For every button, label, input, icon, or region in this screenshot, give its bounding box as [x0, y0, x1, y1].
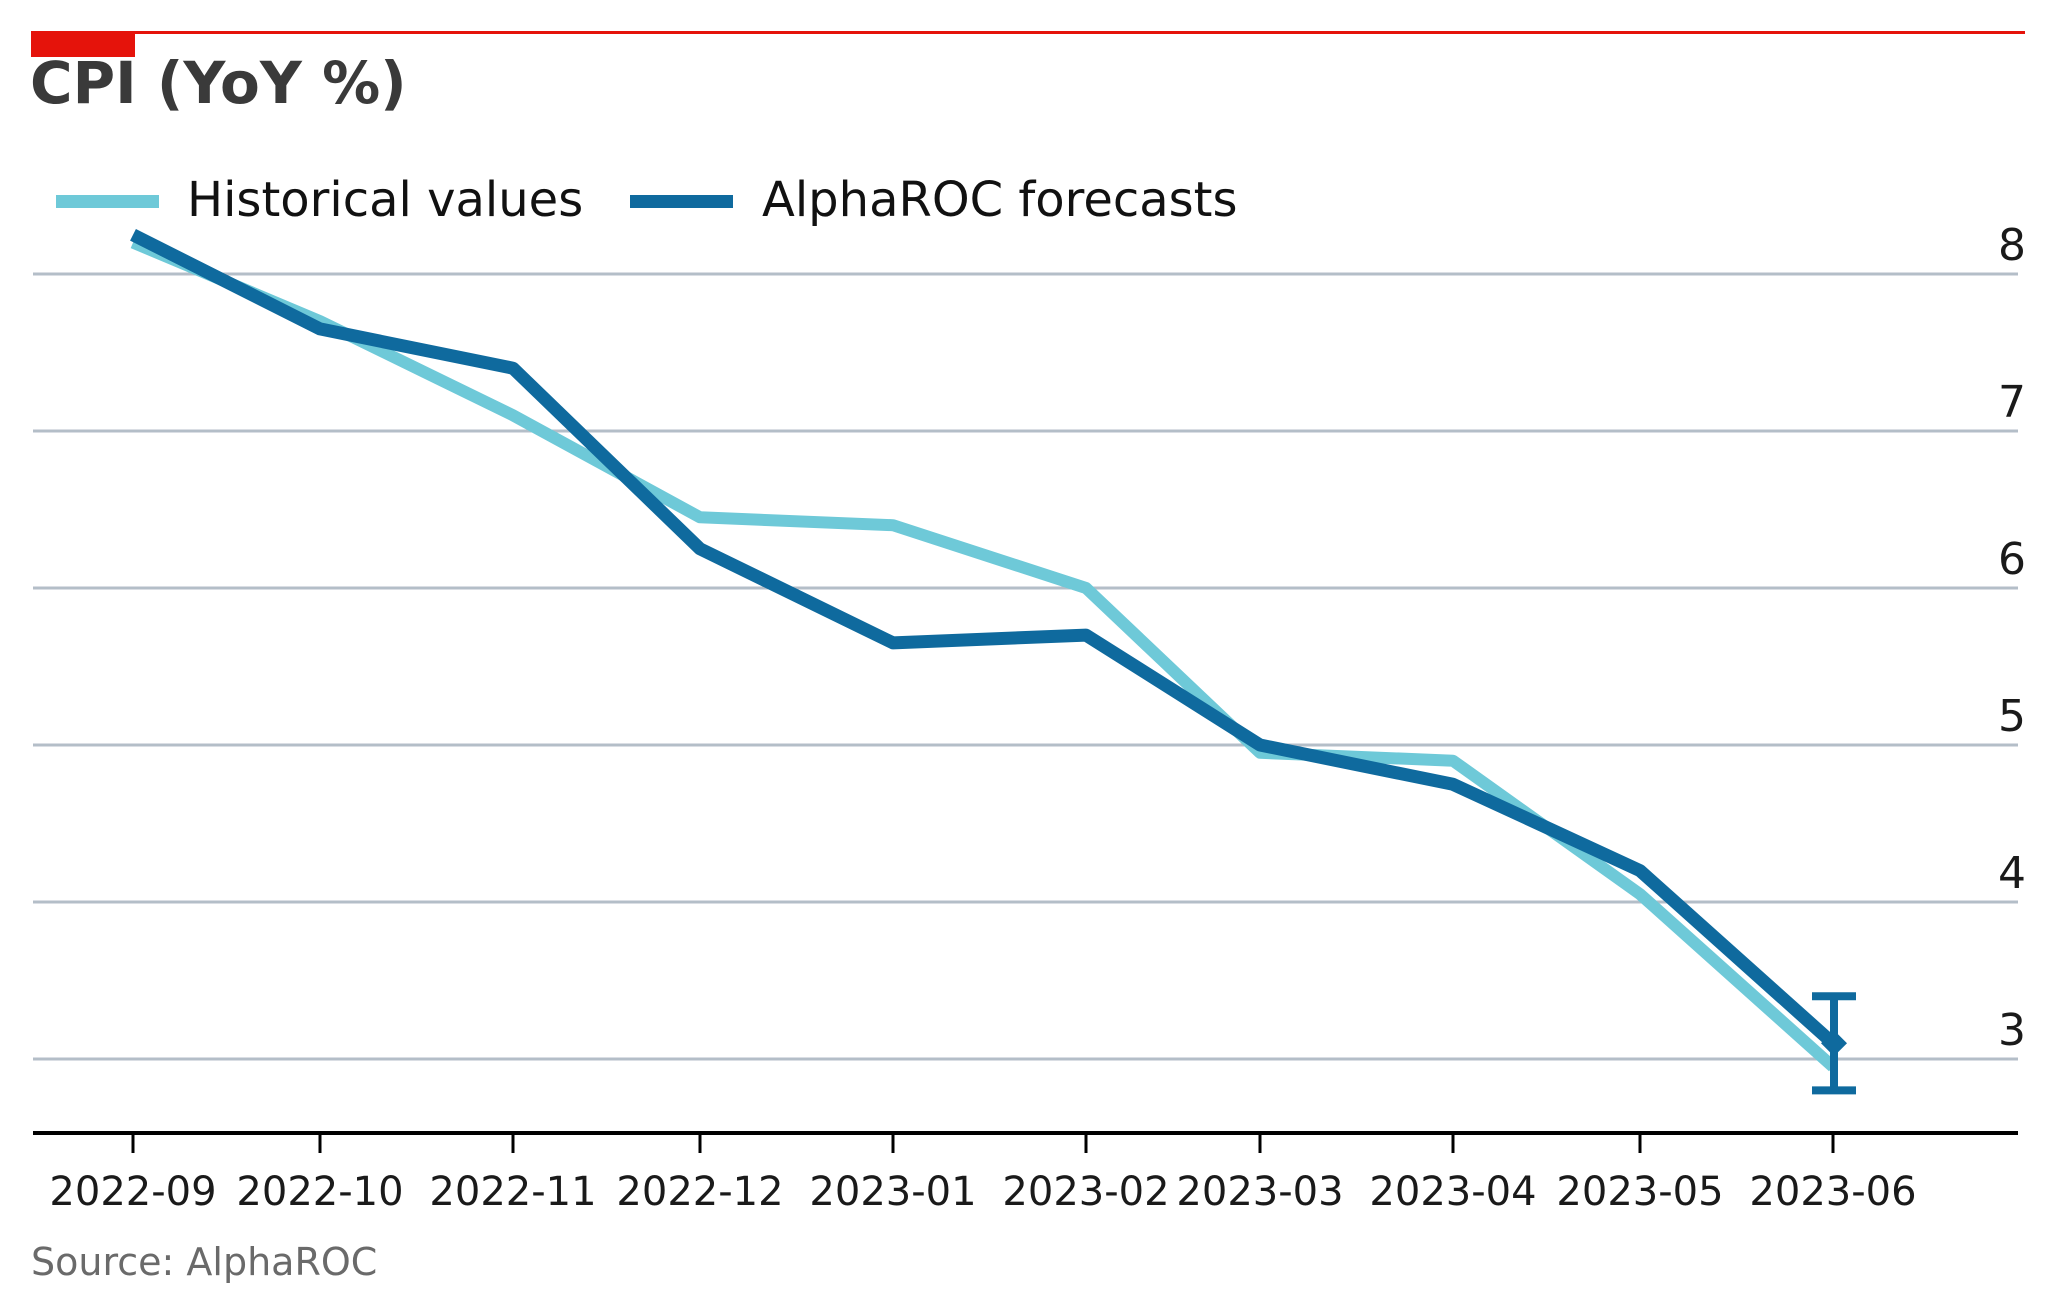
source-note: Source: AlphaROC: [31, 1240, 378, 1284]
forecast-endpoint-marker: [1821, 1030, 1847, 1057]
y-tick-label: 4: [1998, 848, 2026, 899]
legend-swatch-forecast: [630, 195, 733, 208]
legend-label-historical: Historical values: [187, 172, 584, 228]
forecast-line: [130, 228, 1838, 1049]
x-tick-label: 2023-04: [1369, 1169, 1536, 1215]
historical-line: [130, 237, 1838, 1072]
header-accent-block: [31, 31, 135, 57]
y-tick-label: 7: [1998, 377, 2026, 428]
x-tick-label: 2022-11: [429, 1169, 596, 1215]
x-tick-label: 2023-06: [1749, 1169, 1916, 1215]
legend-label-forecast: AlphaROC forecasts: [762, 172, 1238, 228]
x-tick-label: 2022-09: [49, 1169, 216, 1215]
x-tick-label: 2022-12: [616, 1169, 783, 1215]
x-tick-label: 2023-02: [1002, 1169, 1169, 1215]
x-tick-label: 2022-10: [236, 1169, 403, 1215]
x-tick-label: 2023-05: [1556, 1169, 1723, 1215]
x-tick-label: 2023-01: [809, 1169, 976, 1215]
y-tick-label: 8: [1998, 220, 2026, 271]
header-accent-line: [31, 31, 2025, 34]
legend-swatch-historical: [56, 195, 159, 208]
y-tick-label: 3: [1998, 1005, 2026, 1056]
chart-title: CPI (YoY %): [30, 49, 407, 117]
y-tick-label: 5: [1998, 691, 2026, 742]
x-tick-label: 2023-03: [1176, 1169, 1343, 1215]
y-tick-label: 6: [1998, 534, 2026, 585]
